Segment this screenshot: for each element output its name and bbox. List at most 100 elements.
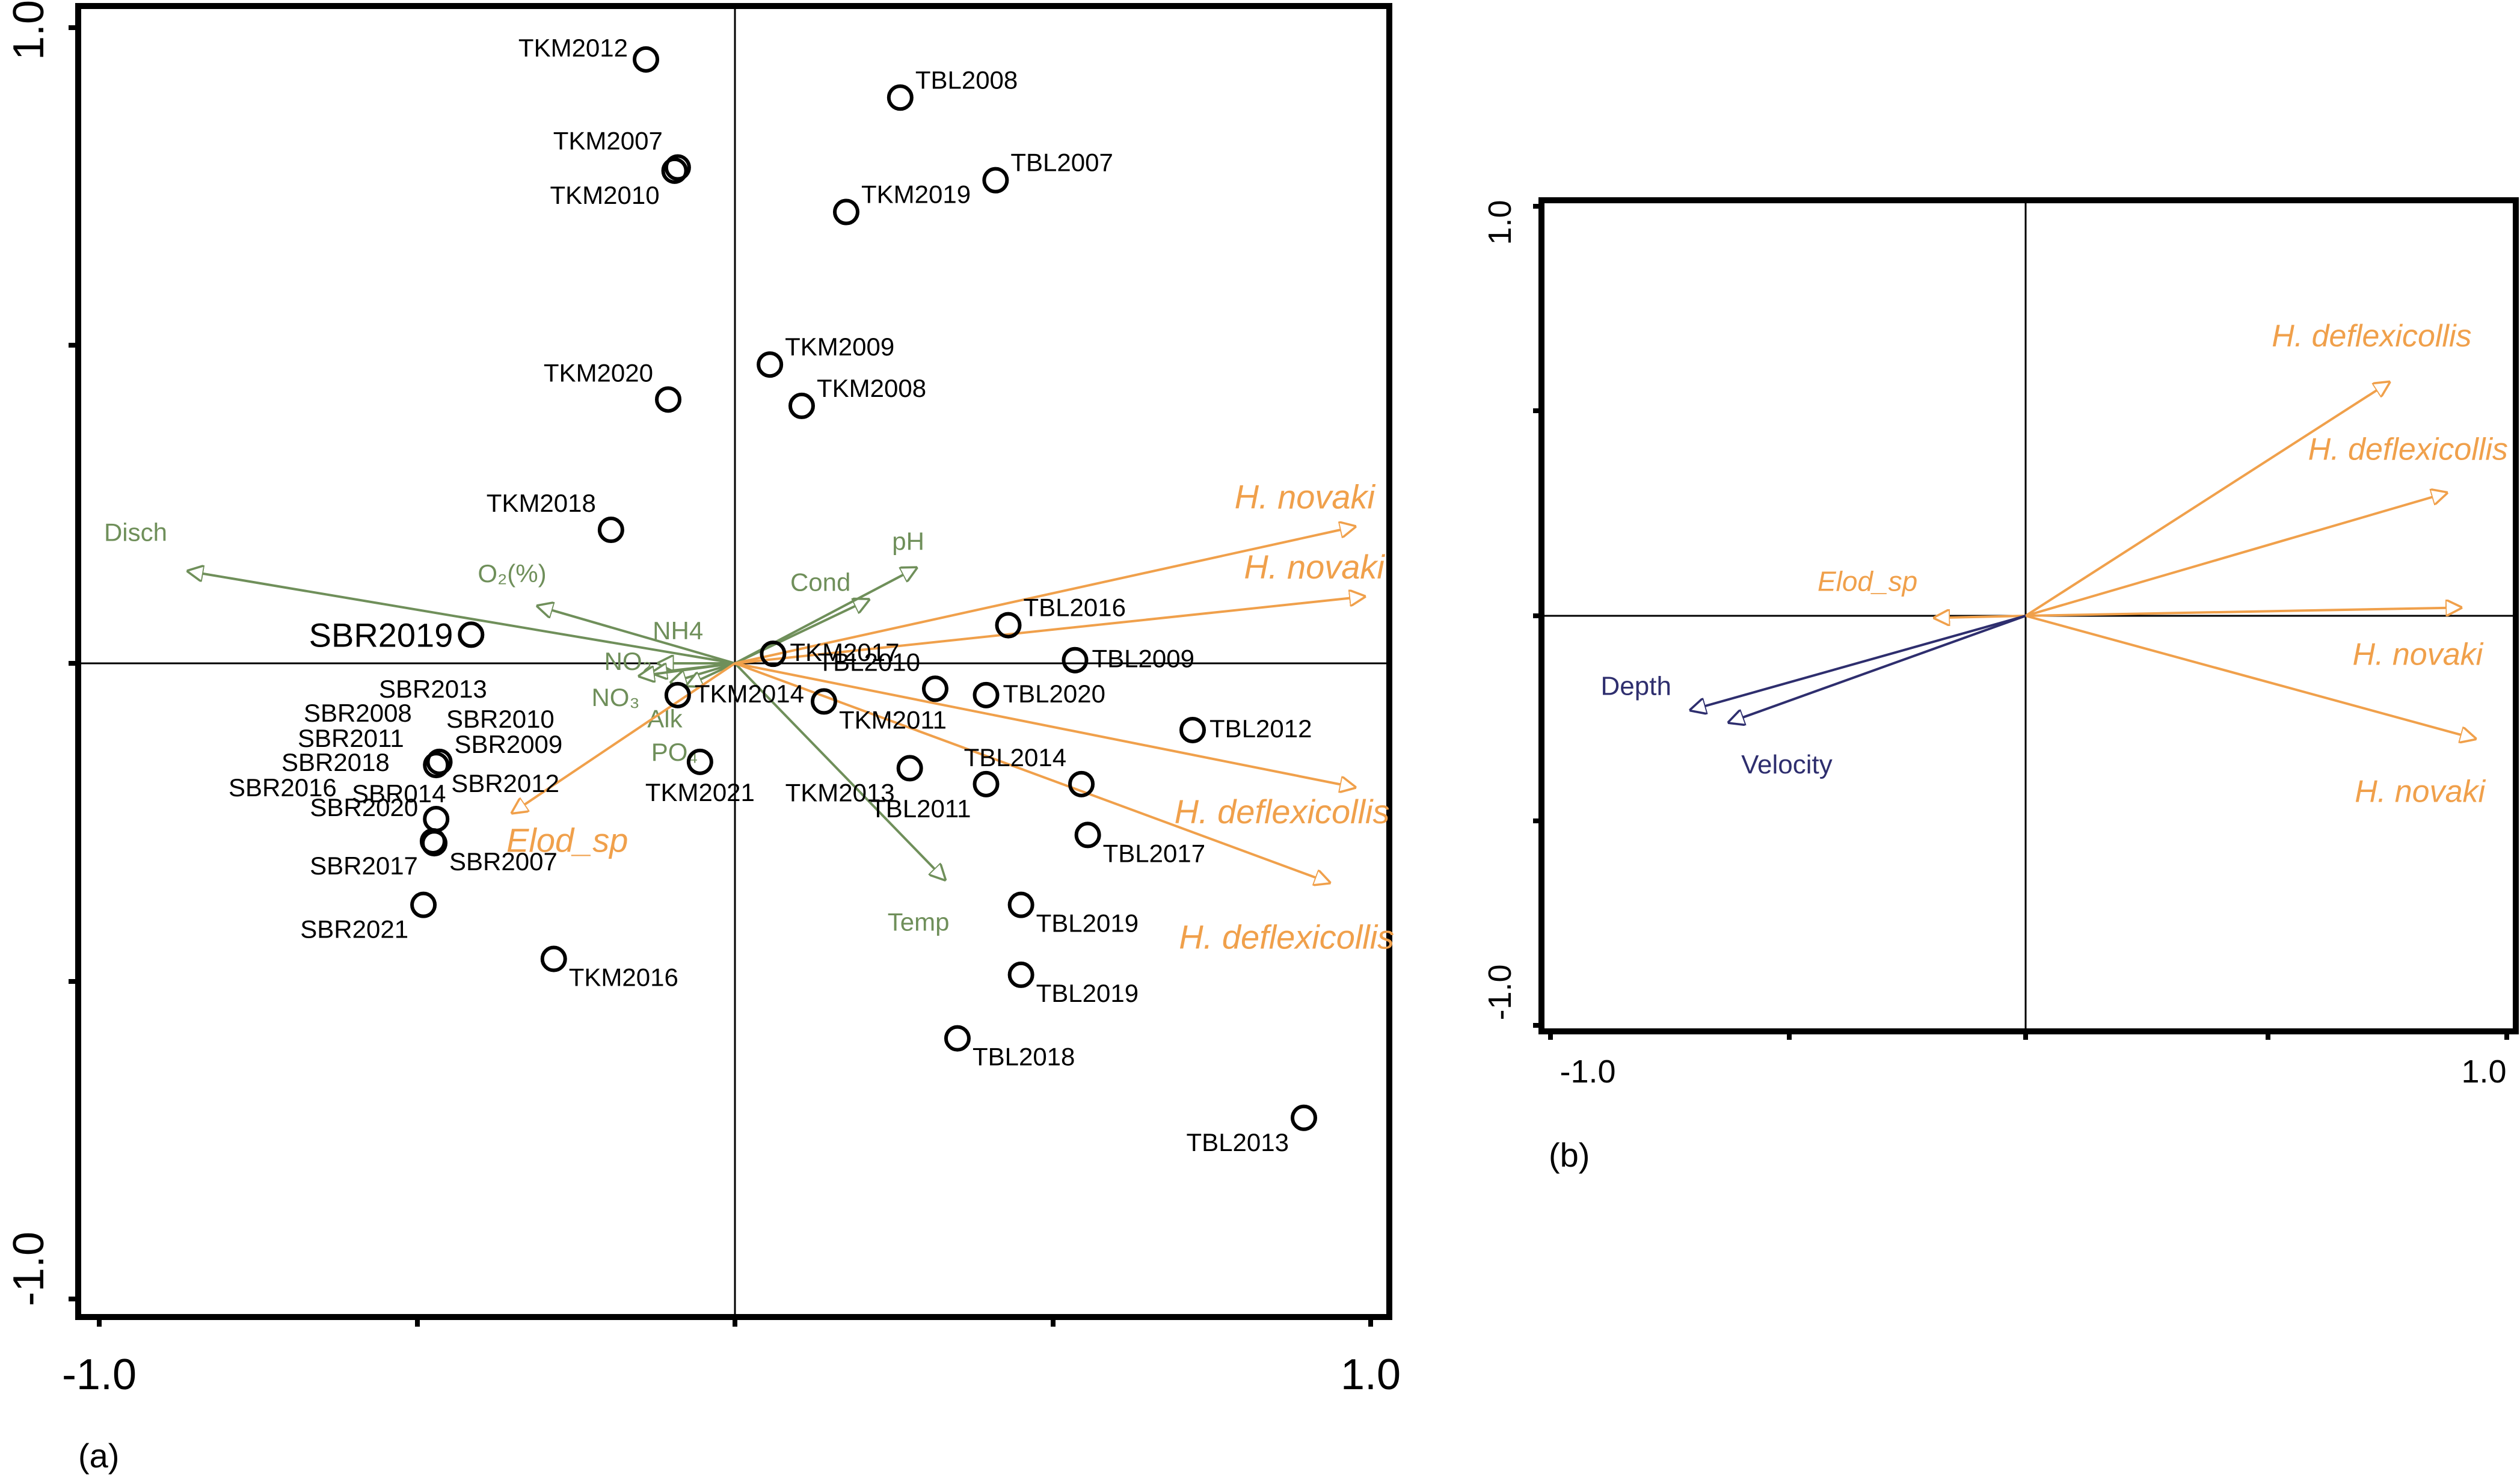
site-label: SBR2021 xyxy=(300,915,408,944)
species-vector-label: H. deflexicollis xyxy=(2272,319,2471,354)
panel-a-y-tick-label-min: -1.0 xyxy=(5,1232,53,1306)
env-vector-label: O₂(%) xyxy=(478,559,546,588)
site-label: TKM2016 xyxy=(569,963,678,992)
env-vector-label: NH4 xyxy=(653,616,703,645)
site-label: SBR2011 xyxy=(298,724,404,752)
site-label: SBR014 xyxy=(352,779,446,808)
site-point xyxy=(757,351,784,378)
site-point xyxy=(944,1025,971,1052)
panel-b-species-vectors: H. deflexicollis H. deflexicollis H. novak… xyxy=(1818,319,2508,809)
site-label: TKM2009 xyxy=(785,333,894,361)
site-label: TBL2009 xyxy=(1092,645,1194,673)
site-label: TKM2010 xyxy=(550,181,659,209)
site-point xyxy=(540,945,567,972)
panel-b-x-tick-label-min: -1.0 xyxy=(1560,1054,1615,1090)
site-label: SBR2013 xyxy=(379,675,487,703)
site-label: TKM2017 xyxy=(790,638,899,666)
site-label: TBL2016 xyxy=(1024,594,1126,622)
site-point xyxy=(633,46,660,73)
panel-a-sites: TKM2012 TKM2007 TKM2010 TBL2008 TBL2007 TKM20… xyxy=(300,34,1318,1156)
site-point xyxy=(810,688,837,715)
site-point xyxy=(1179,716,1206,743)
env-vector-arrow xyxy=(639,662,736,676)
site-label: TKM2008 xyxy=(817,374,926,402)
site-label: TBL2014 xyxy=(964,743,1066,772)
site-point xyxy=(973,770,1000,797)
species-vector-arrow xyxy=(734,662,1355,787)
species-vector-label: Elod_sp xyxy=(1818,565,1917,597)
panel-b-x-tick-label-max: 1.0 xyxy=(2461,1054,2506,1090)
site-label: SBR2017 xyxy=(310,852,418,880)
panel-b-y-ticks xyxy=(1533,204,1541,1028)
site-point xyxy=(973,681,1000,708)
panel-a-y-ticks xyxy=(69,25,78,1301)
env-vector-arrow xyxy=(188,571,736,665)
site-point xyxy=(760,640,787,668)
site-label: SBR2019 xyxy=(309,616,453,654)
site-point xyxy=(982,167,1009,194)
env-vector-arrow xyxy=(687,662,736,686)
env-vector-label: NO₃ xyxy=(591,683,639,711)
species-vector-label: H. novaki xyxy=(2352,637,2483,672)
site-label: TKM2007 xyxy=(553,127,663,155)
site-point xyxy=(1007,891,1034,918)
site-point xyxy=(788,392,815,419)
site-label: TBL2010 xyxy=(817,648,920,676)
site-point xyxy=(1074,821,1101,849)
panel-a-x-tick-label-min: -1.0 xyxy=(62,1351,137,1399)
env-vector-arrow xyxy=(538,606,736,665)
env-vector-label: Disch xyxy=(104,518,167,547)
env-vector-arrow xyxy=(1729,615,2026,722)
panel-b-env-vectors: Depth Velocity xyxy=(1601,615,2026,779)
panel-a-x-ticks xyxy=(97,1317,1373,1327)
env-vector-label: NO₂ xyxy=(604,647,652,675)
species-vector-arrow xyxy=(734,527,1355,665)
species-vector-arrow xyxy=(734,597,1364,665)
site-label: SBR2009 xyxy=(454,730,562,758)
site-label: TKM2013 xyxy=(785,778,895,806)
env-vector-label: Cond xyxy=(790,568,850,596)
site-label: SBR2018 xyxy=(281,748,390,776)
species-vector-arrow xyxy=(1935,616,2026,618)
site-label: TBL2019 xyxy=(1036,909,1139,938)
env-vector-label: pH xyxy=(892,527,924,555)
env-vector-label: Depth xyxy=(1601,672,1671,701)
site-label: SBR2016 xyxy=(229,773,337,802)
site-point xyxy=(686,748,713,775)
site-point xyxy=(1068,770,1095,797)
site-point xyxy=(664,681,691,708)
site-point xyxy=(995,612,1022,639)
site-point xyxy=(423,805,450,832)
site-point xyxy=(655,386,682,413)
site-label: SBR2020 xyxy=(310,793,418,821)
site-point xyxy=(921,675,948,702)
species-vector-label: H. novaki xyxy=(2355,774,2486,809)
species-vector-arrow xyxy=(2025,493,2447,617)
site-label: SBR2012 xyxy=(451,769,559,797)
panel-a-y-tick-label-max: 1.0 xyxy=(5,0,53,60)
site-label: TBL2020 xyxy=(1003,680,1105,708)
site-point xyxy=(1007,961,1034,988)
species-vector-label: H. novaki xyxy=(1235,478,1376,516)
site-label: SBR2010 xyxy=(446,705,555,733)
site-point xyxy=(426,748,453,775)
panel-a-species-vectors: H. novaki H. novaki H. deflexicollis H. def… xyxy=(506,478,1394,956)
env-vector-label: Velocity xyxy=(1741,750,1833,779)
species-vector-arrow xyxy=(2025,607,2460,617)
env-vector-label: Temp xyxy=(888,907,950,936)
site-point xyxy=(887,84,914,111)
site-point xyxy=(664,154,691,181)
site-point xyxy=(421,830,448,857)
panel-b-y-tick-label-min: -1.0 xyxy=(1482,964,1518,1020)
site-label: TKM2021 xyxy=(645,778,755,806)
species-vector-arrow xyxy=(2025,615,2475,738)
site-point xyxy=(458,621,485,648)
panel-b-y-tick-label-max: 1.0 xyxy=(1482,200,1518,245)
site-label: TBL2017 xyxy=(1103,839,1205,867)
panel-a-x-tick-label-max: 1.0 xyxy=(1341,1351,1401,1399)
site-point xyxy=(1291,1104,1318,1131)
species-vector-label: H. deflexicollis xyxy=(1179,918,1394,956)
site-label: TBL2007 xyxy=(1010,149,1113,177)
